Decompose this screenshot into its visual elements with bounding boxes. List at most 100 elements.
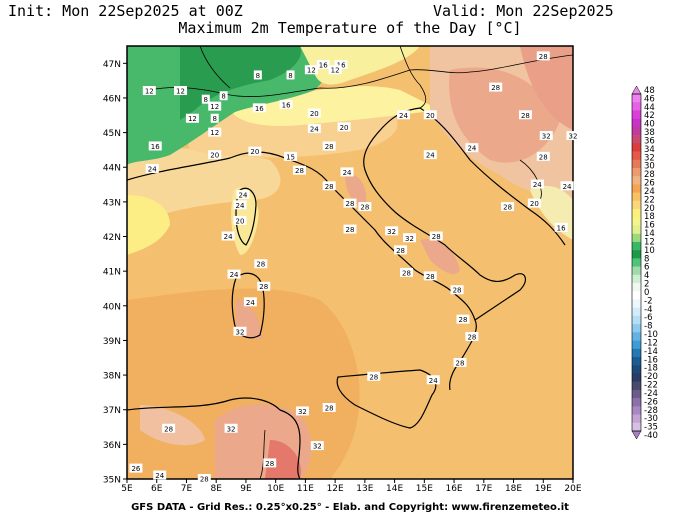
contour-label-bg [307,108,321,118]
contour-label-bg [358,202,372,212]
contour-label: 28 [491,84,500,92]
colorbar: 4846444240383634323028262422201816141210… [631,85,658,441]
contour-label-bg [221,231,235,241]
sardinia-hot-zone [236,300,262,340]
contour-label: 8 [256,72,260,80]
contour-label: 20 [340,124,349,132]
colorbar-label: 16 [644,221,655,231]
contour-label-bg [162,423,176,433]
contour-label: 12 [307,67,316,75]
colorbar-swatch [632,94,641,103]
contour-label-bg [399,267,413,277]
lat-tick-label: 38N [103,372,121,382]
colorbar-label: 40 [644,120,655,130]
colorbar-label: 46 [644,94,655,104]
contour-label: 28 [396,247,405,255]
colorbar-label: -6 [644,313,652,323]
colorbar-label: 18 [644,212,655,222]
contour-label-bg [254,259,268,269]
country-borders [149,46,573,479]
contour-label-bg [286,70,295,80]
contour-label: 32 [405,235,414,243]
colorbar-swatch [632,422,641,432]
contour-label-bg [453,357,467,367]
contour-label-bg [145,163,159,173]
colorbar-swatch [632,126,641,136]
lat-tick-label: 46N [103,94,121,104]
contour-label: 28 [256,261,265,269]
colorbar-label: -12 [644,338,658,348]
contour-label: 24 [224,233,233,241]
contour-label: 24 [238,191,247,199]
colorbar-label: -30 [644,414,658,424]
contour-label-bg [174,86,188,96]
colorbar-swatch [632,406,641,415]
contour-label-bg [527,198,541,208]
contour-label: 32 [313,443,322,451]
contour-label-bg [129,463,143,473]
contour-label: 12 [145,88,154,96]
contour-label-bg [252,103,266,113]
po-valley-zone [180,100,398,158]
contour-label-bg [423,150,437,160]
lon-tick-label: 5E [121,484,133,494]
contour-label-bg [304,65,318,75]
contour-label-bg [310,441,324,451]
contour-label: 12 [176,88,185,96]
contour-label: 20 [236,217,245,225]
contour-label-bg [142,86,156,96]
contour-label-bg [197,474,211,483]
lon-tick-label: 11E [297,484,314,494]
contour-label: 12 [331,67,340,75]
contour-label: 12 [210,129,219,137]
colorbar-frame [631,93,642,432]
contour-label-bg [248,146,262,156]
contour-label-bg [233,200,247,210]
contour-label: 24 [230,271,239,279]
colorbar-label: 30 [644,162,655,172]
colorbar-swatch [632,118,641,128]
contour-label: 28 [200,476,209,484]
colorbar-label: 28 [644,170,655,180]
colorbar-label: 0 [644,288,649,298]
colorbar-label: -40 [644,431,658,441]
map-plot-area [127,46,573,479]
contour-label: 28 [325,183,334,191]
colorbar-label: -35 [644,423,658,433]
contour-label: 12 [210,103,219,111]
colorbar-label: 2 [644,280,649,290]
contour-label: 28 [265,460,274,468]
contour-label-bg [295,406,309,416]
contour-label: 24 [426,152,435,160]
contour-label: 16 [557,224,566,232]
contour-label: 15 [286,153,295,161]
colorbar-label: -26 [644,397,658,407]
lon-tick-label: 17E [475,484,492,494]
contour-label: 20 [530,200,539,208]
contour-label: 24 [399,112,408,120]
colorbar-swatch [632,184,641,193]
contour-label-bg [208,127,222,137]
colorbar-bottom-arrow [631,430,642,440]
contour-label-bg [208,150,222,160]
colorbar-swatch [632,266,641,276]
contour-label: 16 [319,62,328,70]
alps-coldest-zone [180,46,301,120]
colorbar-swatch [632,291,641,300]
colorbar-swatch [632,283,641,292]
contour-label-bg [153,470,167,480]
colorbar-label: 10 [644,246,655,256]
contour-label-bg [367,371,381,381]
contour-label-bg [243,297,257,307]
colorbar-label: 48 [644,86,655,96]
colorbar-swatch [632,398,641,407]
contour-label-bg [219,91,228,101]
contour-label: 28 [539,53,548,61]
longitude-axis: 5E 6E 7E 8E 9E 10E 11E 12E 13E 14E 15E 16E 17E 18E 19E… [121,479,582,494]
contour-label-bg [402,233,416,243]
contour-label-bg [224,423,238,433]
contour-label: 32 [298,408,307,416]
tunisia-hot-zone [215,404,312,479]
contour-label: 28 [402,269,411,277]
colorbar-swatch [632,192,641,202]
